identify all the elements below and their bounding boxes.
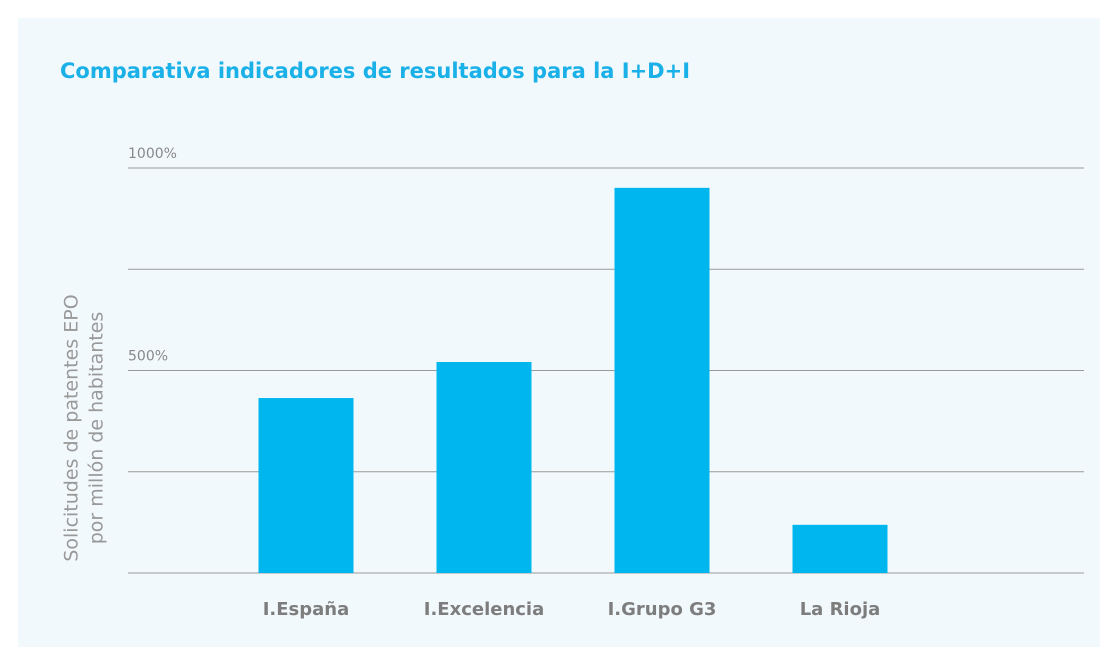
bar bbox=[258, 398, 354, 573]
panel bbox=[18, 18, 1100, 647]
x-tick-label: La Rioja bbox=[800, 599, 881, 620]
bar bbox=[792, 524, 888, 573]
y-axis-label: por millón de habitantes bbox=[86, 312, 108, 545]
x-tick-label: I.Grupo G3 bbox=[608, 599, 717, 620]
chart-title: Comparativa indicadores de resultados pa… bbox=[60, 59, 690, 83]
bar bbox=[614, 187, 710, 573]
bar bbox=[436, 361, 532, 573]
y-axis-label: Solicitudes de patentes EPO bbox=[61, 294, 83, 561]
y-tick-label: 1000% bbox=[128, 146, 177, 162]
x-tick-label: I.España bbox=[263, 599, 350, 620]
x-tick-label: I.Excelencia bbox=[424, 599, 545, 620]
y-tick-label: 500% bbox=[128, 349, 168, 365]
